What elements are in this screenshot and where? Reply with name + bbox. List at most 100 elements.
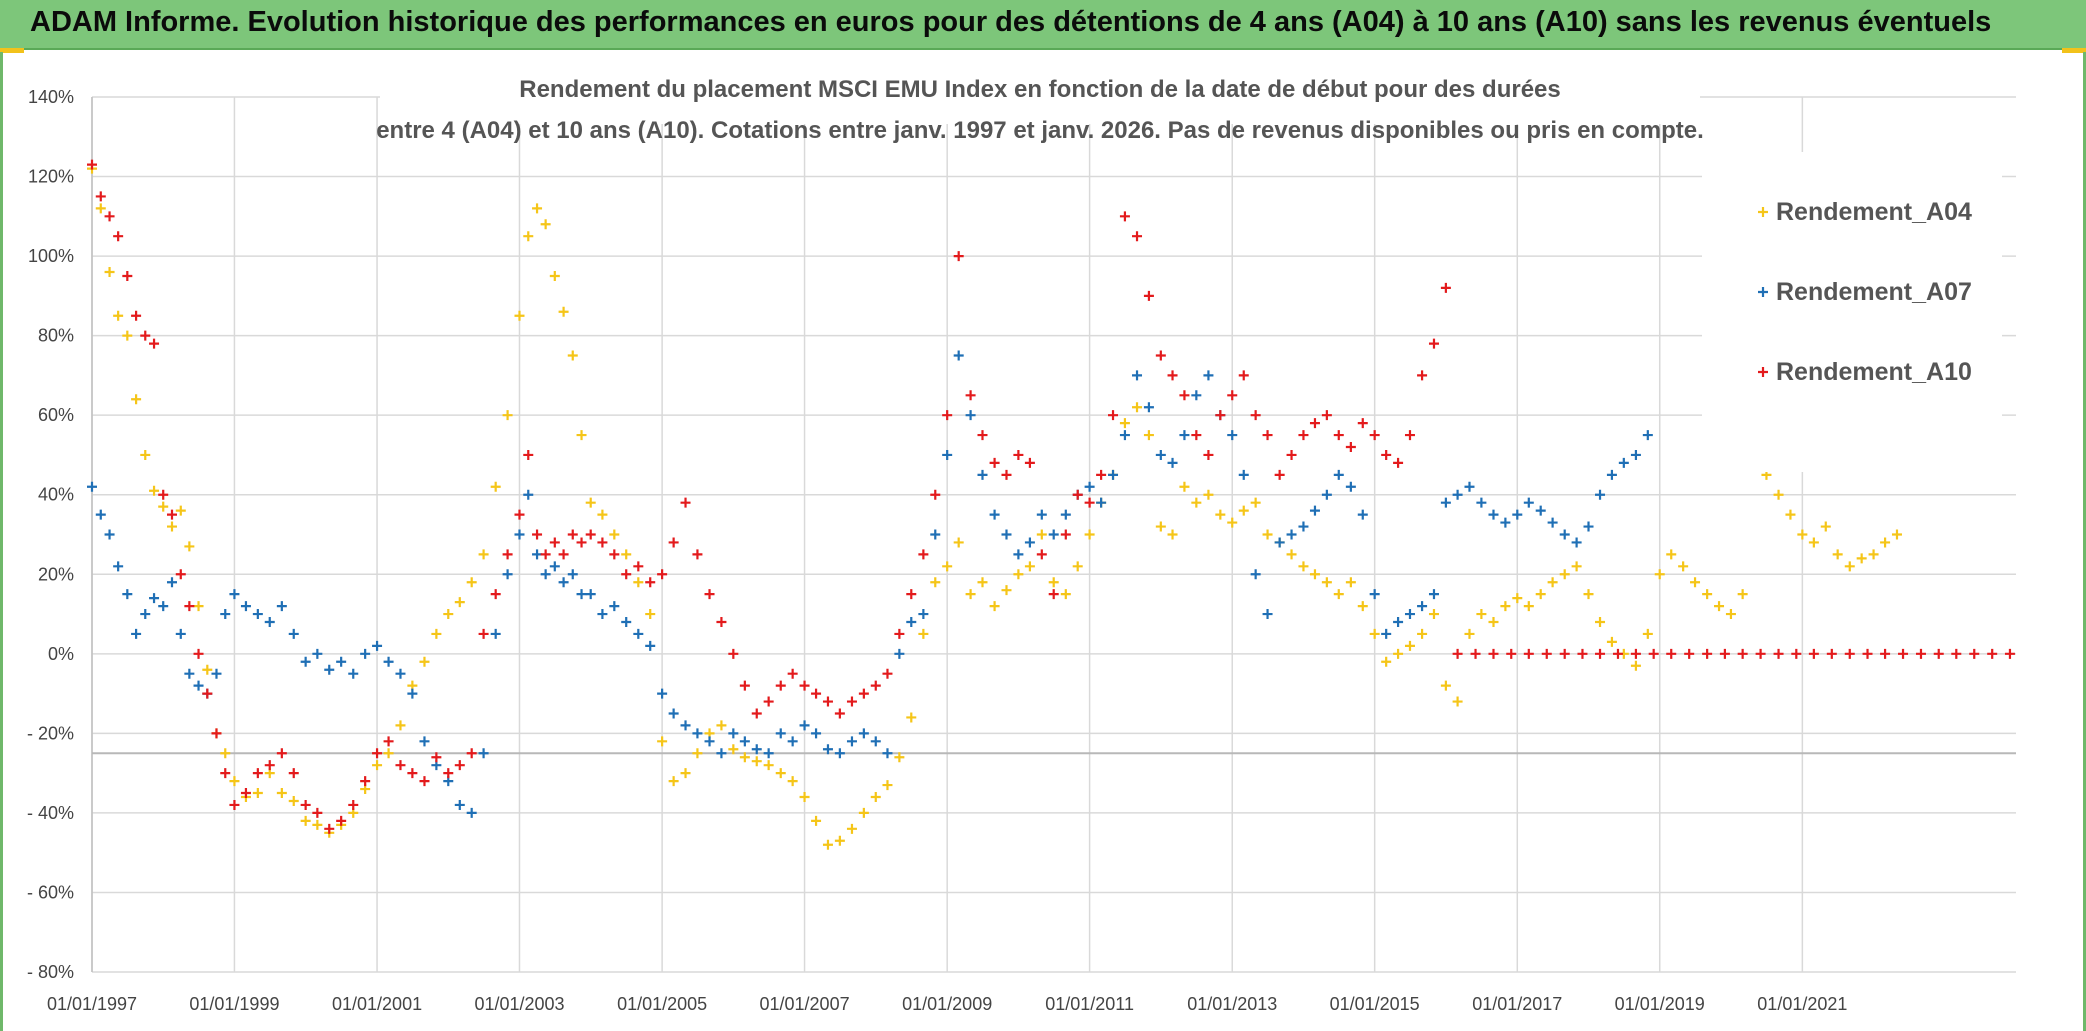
- y-tick-label: 40%: [38, 485, 74, 505]
- data-point: [1179, 430, 1190, 441]
- data-point: [184, 541, 195, 552]
- data-point: [692, 549, 703, 560]
- data-point: [1702, 648, 1713, 659]
- data-point: [1808, 537, 1819, 548]
- data-point: [1333, 430, 1344, 441]
- data-point: [858, 807, 869, 818]
- legend-box: [1702, 152, 2002, 472]
- data-point: [1500, 517, 1511, 528]
- data-point: [1333, 469, 1344, 480]
- data-point: [775, 680, 786, 691]
- y-tick-label: 60%: [38, 405, 74, 425]
- data-point: [175, 569, 186, 580]
- data-point: [184, 601, 195, 612]
- report-title: ADAM Informe. Evolution historique des p…: [30, 6, 1992, 38]
- data-point: [680, 497, 691, 508]
- data-point: [140, 330, 151, 341]
- data-point: [1452, 696, 1463, 707]
- data-point: [1559, 529, 1570, 540]
- data-point: [1250, 410, 1261, 421]
- data-point: [131, 394, 142, 405]
- data-point: [149, 485, 160, 496]
- data-point: [1001, 529, 1012, 540]
- data-point: [1844, 648, 1855, 659]
- data-point: [1013, 449, 1024, 460]
- data-point: [858, 688, 869, 699]
- data-point: [1393, 648, 1404, 659]
- y-axis-ticks: 140% 120% 100% 80% 60% 40% 20% 0% - 20% - 40% - 60…: [27, 87, 74, 982]
- data-point: [532, 529, 543, 540]
- data-point: [704, 589, 715, 600]
- data-point: [1227, 430, 1238, 441]
- data-point: [158, 489, 169, 500]
- data-point: [1648, 648, 1659, 659]
- data-point: [894, 752, 905, 763]
- data-point: [1571, 561, 1582, 572]
- data-point: [264, 760, 275, 771]
- data-point: [846, 823, 857, 834]
- data-point: [1191, 390, 1202, 401]
- data-point: [166, 577, 177, 588]
- data-point: [454, 799, 465, 810]
- data-point: [894, 628, 905, 639]
- data-point: [1820, 521, 1831, 532]
- data-point: [906, 589, 917, 600]
- data-point: [1393, 457, 1404, 468]
- data-point: [989, 601, 1000, 612]
- data-point: [336, 815, 347, 826]
- data-point: [989, 457, 1000, 468]
- frame-corner-left: [0, 48, 24, 53]
- data-point: [220, 609, 231, 620]
- data-point: [1428, 589, 1439, 600]
- data-point: [87, 159, 97, 170]
- data-point: [1321, 577, 1332, 588]
- data-point: [1512, 509, 1523, 520]
- data-point: [1856, 553, 1867, 564]
- data-point: [1203, 370, 1214, 381]
- data-point: [1773, 648, 1784, 659]
- data-point: [1464, 481, 1475, 492]
- data-point: [1440, 282, 1451, 293]
- data-point: [240, 788, 251, 799]
- data-point: [372, 748, 383, 759]
- data-point: [1488, 648, 1499, 659]
- data-point: [202, 664, 213, 675]
- data-point: [1262, 430, 1273, 441]
- data-point: [87, 481, 97, 492]
- data-point: [454, 597, 465, 608]
- legend-marker: [1758, 367, 1768, 377]
- data-point: [1862, 648, 1873, 659]
- x-tick-label: 01/01/2015: [1330, 994, 1420, 1014]
- data-point: [1286, 529, 1297, 540]
- data-point: [348, 668, 359, 679]
- x-tick-label: 01/01/2005: [617, 994, 707, 1014]
- data-point: [1215, 410, 1226, 421]
- data-point: [1541, 648, 1552, 659]
- data-point: [104, 267, 115, 277]
- data-point: [567, 569, 578, 580]
- data-point: [633, 628, 644, 639]
- data-point: [576, 430, 587, 441]
- data-point: [1191, 430, 1202, 441]
- data-point: [104, 529, 115, 540]
- data-point: [1345, 481, 1356, 492]
- y-tick-label: - 20%: [27, 723, 74, 743]
- data-point: [1262, 609, 1273, 620]
- data-point: [122, 270, 133, 281]
- data-point: [930, 577, 941, 588]
- data-point: [300, 799, 311, 810]
- data-point: [443, 768, 454, 779]
- data-point: [1547, 517, 1558, 528]
- data-point: [1577, 648, 1588, 659]
- data-point: [158, 601, 169, 612]
- data-point: [419, 736, 430, 747]
- title-backdrop: [380, 56, 1700, 124]
- data-point: [523, 449, 534, 460]
- data-point: [220, 748, 231, 759]
- data-point: [1132, 370, 1143, 381]
- data-point: [1826, 648, 1837, 659]
- data-point: [953, 350, 964, 361]
- data-point: [645, 577, 656, 588]
- data-point: [1440, 680, 1451, 691]
- data-point: [1024, 457, 1035, 468]
